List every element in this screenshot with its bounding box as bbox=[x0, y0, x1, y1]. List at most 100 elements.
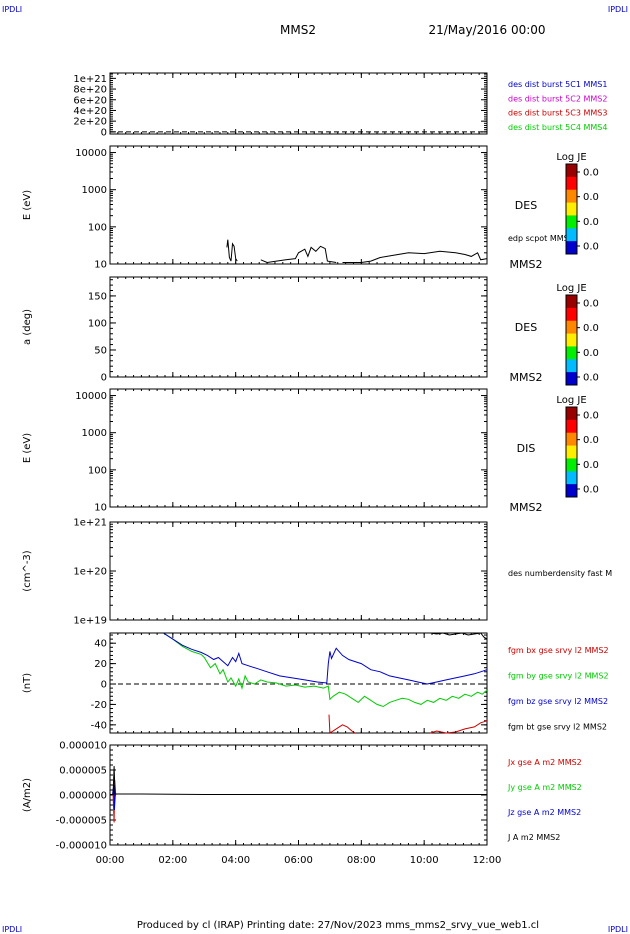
panel-frame bbox=[109, 276, 488, 378]
legend-entry: edp scpot MMS2 bbox=[508, 234, 574, 243]
panel-p3: 150 100 50 0 a (deg) DES MMS2 Log JE 0.0 0.0 0.0 0.… bbox=[22, 276, 599, 386]
series-line-0 bbox=[260, 245, 337, 264]
colorbar-tick-label: 0.0 bbox=[583, 242, 599, 253]
y-tick-label: 150 bbox=[88, 291, 107, 302]
legend-entry: fgm by gse srvy l2 MMS2 bbox=[508, 672, 609, 681]
y-tick-label: 1e+21 bbox=[73, 74, 107, 85]
y-tick-label: 20 bbox=[94, 659, 107, 670]
y-tick-label: 0.000005 bbox=[59, 766, 107, 777]
colorbar-segment bbox=[566, 164, 577, 178]
spacecraft-label: MMS2 bbox=[510, 371, 543, 384]
colorbar: Log JE 0.0 0.0 0.0 0.0 bbox=[556, 395, 599, 498]
y-axis-label: a (deg) bbox=[22, 309, 33, 345]
series-line-2 bbox=[163, 632, 488, 685]
y-tick-label: 8e+20 bbox=[73, 85, 107, 96]
series-line-2 bbox=[110, 765, 487, 795]
panel-frame bbox=[109, 388, 488, 508]
x-tick-label: 04:00 bbox=[221, 855, 250, 866]
colorbar-segment bbox=[566, 445, 577, 459]
y-tick-label: 0 bbox=[101, 680, 107, 691]
panel-p7: 0.000010 0.000005 0.000000 -0.000005 -0.0000… bbox=[22, 741, 582, 852]
instrument-label: DES bbox=[515, 321, 537, 334]
colorbar-title: Log JE bbox=[556, 152, 586, 163]
y-axis-label: E (eV) bbox=[22, 190, 33, 220]
spacecraft-label: MMS2 bbox=[510, 501, 543, 514]
spacecraft-label: MMS2 bbox=[510, 258, 543, 271]
colorbar-segment bbox=[566, 176, 577, 191]
colorbar-segment bbox=[566, 346, 577, 360]
colorbar-title: Log JE bbox=[556, 283, 586, 294]
x-tick-label: 02:00 bbox=[158, 855, 187, 866]
legend-entry: Jz gse A m2 MMS2 bbox=[507, 808, 581, 817]
series-line-1 bbox=[163, 632, 488, 708]
panel-p4: 10000 1000 100 10 E (eV) DIS MMS2 Log JE 0.0 0.0 0… bbox=[22, 388, 599, 514]
panel-p6: 40 20 0 -20 -40 (nT) fgm bx gse srvy l2 MMS2 fg… bbox=[22, 632, 609, 734]
colorbar-title: Log JE bbox=[556, 395, 586, 406]
time-axis: 00:00 02:00 04:00 06:00 08:00 10:00 12:00 bbox=[96, 855, 502, 866]
y-tick-label: 0 bbox=[101, 373, 107, 384]
y-tick-label: 1e+21 bbox=[73, 518, 107, 529]
y-tick-label: -20 bbox=[91, 700, 107, 711]
corner-label-bottom-right: IPDLI bbox=[608, 925, 628, 934]
y-tick-label: 100 bbox=[88, 222, 107, 233]
y-axis-label: (A/m2) bbox=[22, 778, 33, 812]
legend-entry: fgm bt gse srvy l2 MMS2 bbox=[508, 723, 607, 732]
colorbar-segment bbox=[566, 189, 577, 204]
colorbar-tick-label: 0.0 bbox=[583, 411, 599, 422]
y-tick-label: 2e+20 bbox=[73, 117, 107, 128]
colorbar-tick-label: 0.0 bbox=[583, 373, 599, 384]
x-tick-label: 08:00 bbox=[347, 855, 376, 866]
colorbar-segment bbox=[566, 320, 577, 335]
corner-label-top-right: IPDLI bbox=[608, 5, 628, 14]
series-line-0 bbox=[430, 720, 488, 734]
spacecraft-title: MMS2 bbox=[280, 23, 316, 37]
y-tick-label: 4e+20 bbox=[73, 106, 107, 117]
y-tick-label: 1e+20 bbox=[73, 567, 107, 578]
y-tick-label: 40 bbox=[94, 639, 107, 650]
colorbar-tick-label: 0.0 bbox=[583, 299, 599, 310]
colorbar-segment bbox=[566, 484, 577, 498]
instrument-label: DIS bbox=[517, 442, 536, 455]
colorbar-tick-label: 0.0 bbox=[583, 168, 599, 179]
panel-frame bbox=[109, 521, 488, 621]
y-tick-label: 0 bbox=[101, 127, 107, 138]
colorbar-segment bbox=[566, 215, 577, 229]
colorbar-frame bbox=[565, 163, 578, 255]
series-line-3 bbox=[430, 632, 488, 640]
x-tick-label: 10:00 bbox=[410, 855, 439, 866]
y-tick-label: 100 bbox=[88, 318, 107, 329]
y-tick-label: 100 bbox=[88, 465, 107, 476]
colorbar-frame bbox=[565, 294, 578, 386]
colorbar-segment bbox=[566, 432, 577, 447]
colorbar-segment bbox=[566, 241, 577, 255]
colorbar-frame bbox=[565, 406, 578, 498]
y-axis-label: (cm^-3) bbox=[22, 550, 33, 591]
panel-p5: 1e+21 1e+20 1e+19 (cm^-3) des numberdensity … bbox=[22, 518, 612, 627]
colorbar-segment bbox=[566, 228, 577, 242]
x-tick-label: 00:00 bbox=[96, 855, 125, 866]
x-tick-label: 06:00 bbox=[284, 855, 313, 866]
colorbar-tick-label: 0.0 bbox=[583, 348, 599, 359]
y-tick-label: -0.000005 bbox=[56, 816, 107, 827]
footer-credit: Produced by cl (IRAP) Printing date: 27/… bbox=[137, 920, 539, 931]
legend-entry: des dist burst 5C4 MMS4 bbox=[508, 123, 607, 132]
datetime-title: 21/May/2016 00:00 bbox=[428, 23, 545, 37]
corner-label-top-left: IPDLI bbox=[2, 5, 22, 14]
legend-entry: Jx gse A m2 MMS2 bbox=[507, 758, 582, 767]
colorbar-tick-label: 0.0 bbox=[583, 435, 599, 446]
y-tick-label: 6e+20 bbox=[73, 95, 107, 106]
colorbar-segment bbox=[566, 307, 577, 322]
colorbar-segment bbox=[566, 419, 577, 434]
y-axis-label: E (eV) bbox=[22, 433, 33, 463]
colorbar-tick-label: 0.0 bbox=[583, 485, 599, 496]
panel-frame bbox=[109, 72, 488, 135]
legend-entry: des dist burst 5C2 MMS2 bbox=[508, 94, 607, 103]
colorbar-segment bbox=[566, 295, 577, 309]
legend-entry: des numberdensity fast M bbox=[508, 569, 612, 578]
colorbar-tick-label: 0.0 bbox=[583, 323, 599, 334]
legend-entry: J A m2 MMS2 bbox=[507, 833, 560, 842]
colorbar-tick-label: 0.0 bbox=[583, 192, 599, 203]
